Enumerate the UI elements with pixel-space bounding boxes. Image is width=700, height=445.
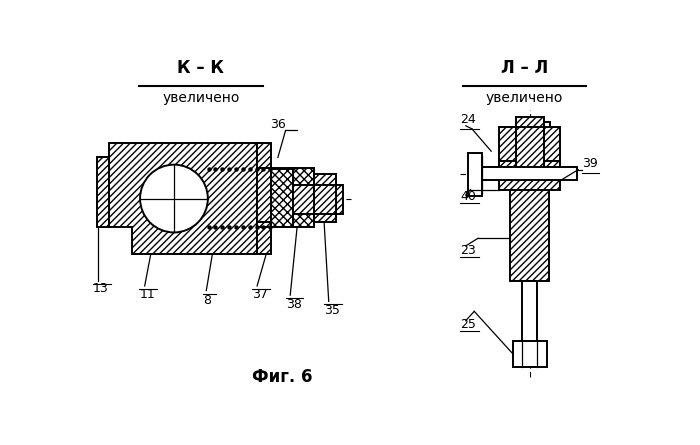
Bar: [516, 123, 544, 173]
Bar: [512, 340, 547, 367]
Text: К – К: К – К: [177, 59, 225, 77]
Text: Л – Л: Л – Л: [500, 59, 548, 77]
Text: Фиг. 6: Фиг. 6: [251, 368, 312, 386]
Bar: [257, 143, 271, 168]
Text: 23: 23: [461, 243, 476, 257]
Bar: [271, 169, 293, 227]
Text: 40: 40: [461, 190, 476, 203]
Bar: [543, 122, 550, 126]
Text: 36: 36: [270, 118, 286, 131]
Bar: [271, 176, 279, 214]
Text: 13: 13: [93, 282, 109, 295]
Bar: [257, 222, 271, 254]
Circle shape: [140, 165, 208, 232]
Polygon shape: [108, 143, 257, 254]
Text: 39: 39: [582, 157, 598, 170]
Bar: [97, 158, 108, 227]
Text: увеличено: увеличено: [162, 91, 239, 105]
Bar: [314, 174, 336, 222]
Bar: [293, 168, 314, 185]
Bar: [293, 185, 342, 214]
Bar: [510, 173, 549, 280]
Bar: [499, 126, 561, 161]
Bar: [499, 161, 561, 190]
Bar: [293, 214, 314, 227]
Bar: [468, 153, 482, 196]
Text: 8: 8: [203, 294, 211, 307]
Text: 38: 38: [286, 298, 302, 311]
Bar: [257, 168, 271, 222]
Text: 25: 25: [461, 318, 476, 331]
Text: 24: 24: [461, 113, 476, 125]
Bar: [516, 117, 544, 126]
Bar: [522, 280, 538, 340]
Bar: [482, 166, 578, 181]
Text: 35: 35: [324, 303, 340, 317]
Text: увеличено: увеличено: [486, 91, 563, 105]
Text: 37: 37: [253, 288, 268, 301]
Text: 11: 11: [139, 288, 155, 301]
